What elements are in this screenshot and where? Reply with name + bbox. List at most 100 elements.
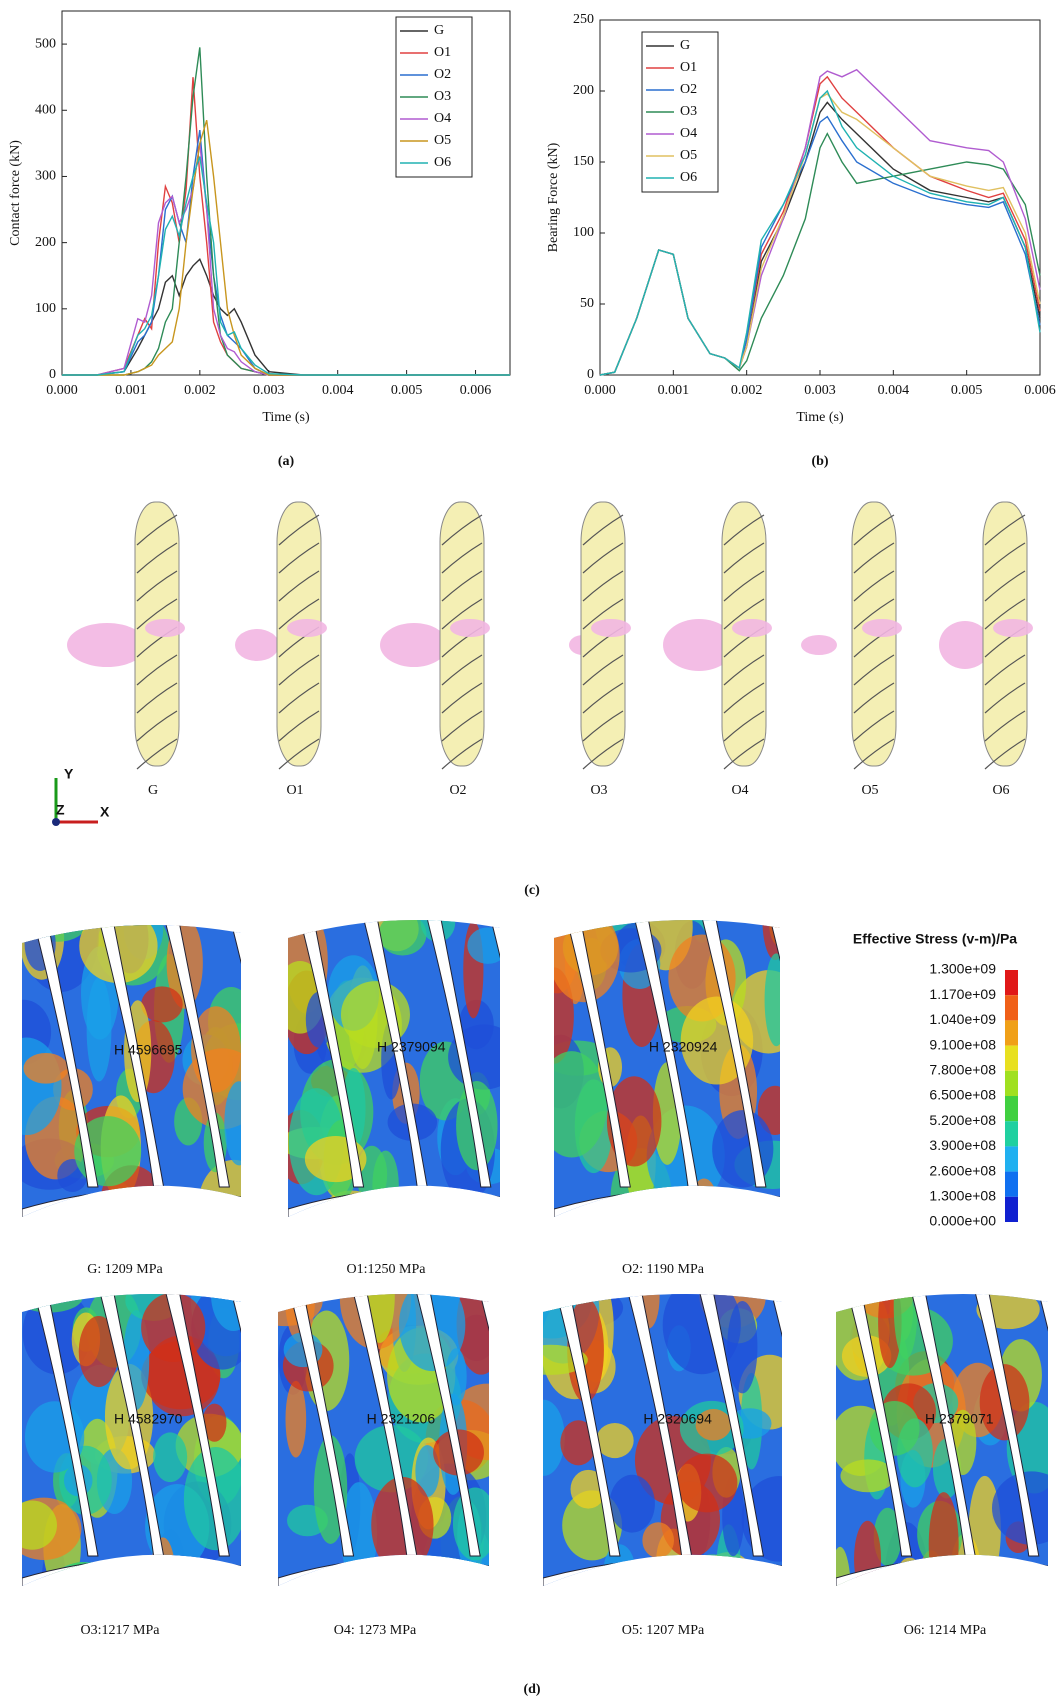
blade-edge bbox=[723, 710, 765, 742]
y-tick-label: 300 bbox=[35, 169, 56, 184]
blade-edge bbox=[136, 570, 178, 602]
contour-blob bbox=[141, 986, 183, 1023]
blade-edge bbox=[441, 654, 483, 686]
blade-edge bbox=[984, 570, 1026, 602]
contour-blob bbox=[378, 920, 427, 956]
debris bbox=[380, 623, 448, 667]
blade-edge bbox=[853, 682, 895, 714]
legend-label: O3 bbox=[434, 89, 451, 104]
colorbar-segment bbox=[1005, 1121, 1018, 1147]
blade-edge bbox=[853, 710, 895, 742]
debris bbox=[450, 619, 490, 637]
blade-edge bbox=[582, 542, 624, 574]
series-line bbox=[62, 257, 510, 376]
caption: (c) bbox=[524, 883, 540, 898]
x-axis-label: Time (s) bbox=[262, 410, 310, 425]
contour-blob bbox=[29, 925, 87, 942]
colorbar-label: 1.040e+09 bbox=[929, 1011, 996, 1027]
contour-blob bbox=[445, 1348, 467, 1406]
contour-blob bbox=[375, 1558, 396, 1586]
blade-edge bbox=[723, 570, 765, 602]
y-tick-label: 200 bbox=[573, 83, 594, 98]
x-axis-label: Time (s) bbox=[796, 410, 844, 425]
blade-edge bbox=[441, 514, 483, 546]
y-tick-label: 0 bbox=[49, 367, 56, 382]
contour-blob bbox=[757, 1085, 780, 1136]
image-label: O6: 1214 MPa bbox=[904, 1623, 987, 1638]
blade-edge bbox=[278, 738, 320, 770]
plot: 0.000 0.001 0.002 0.003 0.004 0.005 0.006 0 100 2… bbox=[8, 10, 511, 469]
blade-edge bbox=[278, 514, 320, 546]
image-label: O1:1250 MPa bbox=[347, 1262, 427, 1277]
contour-blob bbox=[224, 1081, 241, 1166]
colorbar-segment bbox=[1005, 1196, 1018, 1222]
max-stress-note: H 2321206 bbox=[367, 1410, 436, 1426]
contour-blob bbox=[570, 1469, 607, 1509]
caption: (a) bbox=[278, 454, 295, 469]
colorbar-label: 6.500e+08 bbox=[929, 1087, 996, 1103]
contour-blob bbox=[695, 1409, 732, 1441]
max-stress-note: H 2320694 bbox=[643, 1410, 712, 1426]
contour-blob bbox=[210, 1294, 241, 1332]
blade-edge bbox=[984, 654, 1026, 686]
image-label: O5: 1207 MPa bbox=[622, 1623, 705, 1638]
blade-edge bbox=[723, 738, 765, 770]
wheel-render bbox=[67, 501, 185, 770]
max-stress-note: H 2320924 bbox=[649, 1038, 718, 1054]
contour-blob bbox=[718, 1190, 746, 1217]
blade-edge bbox=[723, 682, 765, 714]
series-line bbox=[62, 120, 510, 376]
legend-label: O4 bbox=[680, 126, 697, 141]
debris bbox=[993, 619, 1033, 637]
wheel-render bbox=[380, 501, 490, 770]
blade-edge bbox=[582, 710, 624, 742]
contour-blob bbox=[699, 1552, 757, 1586]
y-tick-label: 150 bbox=[573, 154, 594, 169]
contour-blob bbox=[153, 1432, 188, 1483]
blade-edge bbox=[136, 514, 178, 546]
max-stress-note: H 4582970 bbox=[114, 1410, 183, 1426]
contour-blob bbox=[688, 1554, 738, 1586]
blade-gap bbox=[163, 925, 230, 1188]
blade-edge bbox=[984, 682, 1026, 714]
blade-edge bbox=[278, 682, 320, 714]
legend-label: O1 bbox=[680, 60, 697, 75]
axis-label: X bbox=[100, 804, 110, 820]
contour-blob bbox=[897, 1557, 922, 1586]
blade-edge bbox=[984, 542, 1026, 574]
blade-edge bbox=[723, 542, 765, 574]
blade-gap bbox=[425, 920, 492, 1188]
image-label: G: 1209 MPa bbox=[87, 1262, 163, 1277]
x-tick-label: 0.003 bbox=[253, 383, 285, 398]
contour-blob bbox=[762, 920, 780, 961]
blade-edge bbox=[441, 738, 483, 770]
contour-blob bbox=[554, 1051, 607, 1158]
contour-blob bbox=[198, 1159, 241, 1217]
contour-blob bbox=[202, 1403, 227, 1442]
y-tick-label: 500 bbox=[35, 36, 56, 51]
blade-gap bbox=[973, 1294, 1040, 1557]
blade-edge bbox=[853, 598, 895, 630]
x-tick-label: 0.001 bbox=[115, 383, 147, 398]
blade-edge bbox=[984, 598, 1026, 630]
contour-blob bbox=[642, 1522, 675, 1559]
x-tick-label: 0.000 bbox=[584, 383, 616, 398]
y-tick-label: 100 bbox=[35, 301, 56, 316]
wheel-label: G bbox=[148, 783, 158, 798]
blade-edge bbox=[723, 514, 765, 546]
debris bbox=[939, 621, 991, 669]
y-tick-label: 250 bbox=[573, 12, 594, 27]
blade-edge bbox=[136, 542, 178, 574]
blade-edge bbox=[136, 682, 178, 714]
wheel-render bbox=[801, 501, 902, 770]
legend-label: G bbox=[680, 38, 690, 53]
contour-blob bbox=[182, 1048, 241, 1130]
colorbar-segment bbox=[1005, 970, 1018, 996]
blade-gap bbox=[564, 920, 631, 1188]
stress-contour bbox=[554, 920, 780, 1217]
series-line bbox=[62, 156, 510, 376]
debris bbox=[663, 619, 735, 671]
blade-edge bbox=[853, 514, 895, 546]
blade-edge bbox=[582, 570, 624, 602]
